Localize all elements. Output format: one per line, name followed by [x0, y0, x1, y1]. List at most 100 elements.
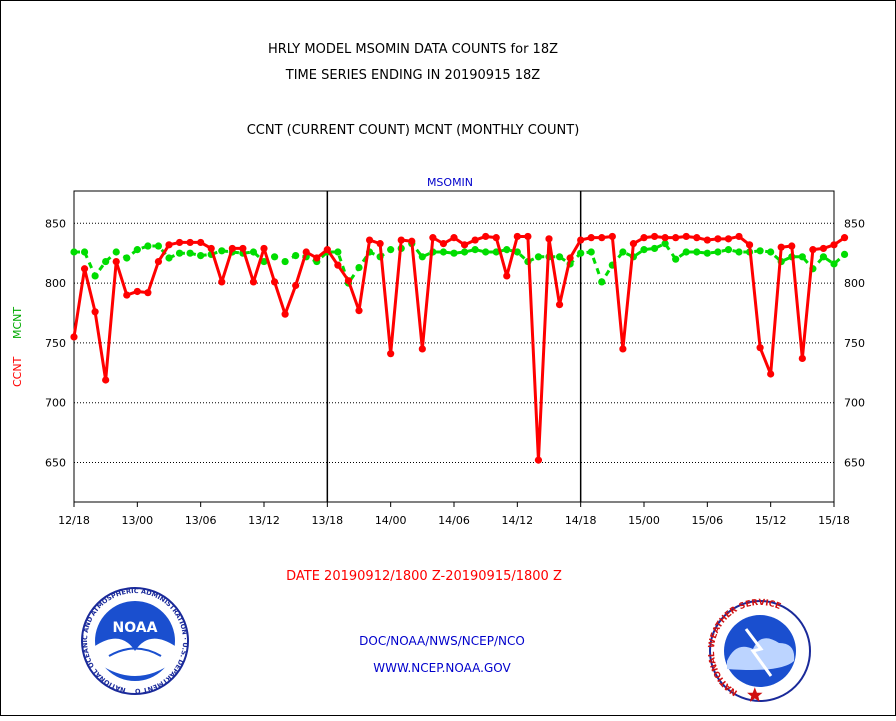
point-mcnt-25 [334, 248, 342, 256]
point-mcnt-57 [672, 255, 680, 263]
point-ccnt-58 [682, 232, 690, 241]
nws-logo: NATIONAL WEATHER SERVICE [707, 598, 811, 702]
point-mcnt-5 [123, 254, 131, 262]
ylabel-mcnt: MCNT [11, 307, 24, 339]
point-ccnt-45 [545, 235, 553, 243]
axis-layer: 650 650 700 700 750 750 800 800 850 850 12/18 13/00… [45, 190, 865, 527]
ylabel-ccnt: CCNT [11, 356, 24, 387]
point-mcnt-42 [513, 248, 521, 256]
point-ccnt-71 [819, 244, 828, 253]
x-tick-label-13-18: 13/18 [311, 514, 343, 527]
point-mcnt-35 [439, 248, 448, 256]
point-ccnt-64 [745, 241, 754, 249]
point-ccnt-35 [439, 240, 448, 248]
x-tick-label-15-00: 15/00 [628, 514, 660, 527]
station-label: MSOMIN [427, 176, 473, 189]
url-label: WWW.NCEP.NOAA.GOV [373, 661, 511, 675]
chart-title-line1: HRLY MODEL MSOMIN DATA COUNTS for 18Z [268, 42, 558, 57]
point-mcnt-6 [133, 246, 141, 254]
point-ccnt-24 [323, 246, 331, 254]
point-mcnt-72 [830, 260, 838, 268]
point-ccnt-13 [207, 244, 215, 253]
point-ccnt-17 [249, 278, 258, 286]
point-ccnt-33 [418, 345, 426, 353]
point-ccnt-28 [365, 236, 374, 244]
point-mcnt-2 [91, 272, 99, 280]
point-mcnt-49 [587, 248, 595, 256]
point-ccnt-61 [714, 235, 722, 243]
point-ccnt-31 [397, 236, 405, 244]
point-ccnt-9 [165, 241, 173, 249]
point-ccnt-73 [840, 234, 849, 242]
point-mcnt-0 [70, 248, 78, 256]
point-mcnt-40 [492, 248, 500, 256]
y-tick-label-right-750: 750 [844, 337, 865, 350]
point-mcnt-61 [714, 248, 722, 256]
point-ccnt-12 [197, 238, 205, 247]
point-ccnt-52 [619, 345, 627, 353]
point-ccnt-41 [503, 272, 511, 280]
point-ccnt-15 [228, 244, 236, 253]
noaa-ring-text: NATIONAL OCEANIC AND ATMOSPHERIC ADMINIS… [1, 1, 189, 695]
point-mcnt-10 [175, 249, 184, 257]
point-mcnt-33 [418, 253, 426, 261]
y-tick-label-left-800: 800 [45, 277, 66, 290]
point-mcnt-18 [260, 257, 268, 266]
point-ccnt-11 [186, 238, 194, 247]
point-ccnt-46 [555, 301, 564, 309]
y-axis-left-labels: CCNT MCNT [11, 307, 24, 387]
point-ccnt-27 [355, 307, 363, 315]
point-mcnt-71 [819, 253, 828, 261]
y-tick-label-right-850: 850 [844, 217, 865, 230]
point-ccnt-7 [144, 289, 152, 297]
point-ccnt-25 [334, 261, 342, 269]
x-tick-label-14-00: 14/00 [375, 514, 407, 527]
x-tick-label-15-12: 15/12 [755, 514, 787, 527]
point-ccnt-0 [70, 333, 78, 341]
x-tick-label-14-18: 14/18 [565, 514, 597, 527]
point-mcnt-38 [471, 246, 479, 254]
point-ccnt-42 [513, 232, 521, 241]
point-mcnt-4 [112, 248, 120, 256]
point-mcnt-56 [661, 240, 669, 248]
point-ccnt-5 [123, 291, 131, 299]
point-mcnt-50 [598, 278, 606, 286]
point-ccnt-8 [154, 257, 163, 266]
point-ccnt-70 [809, 246, 817, 254]
series-layer [70, 232, 849, 464]
point-mcnt-37 [460, 248, 469, 256]
point-mcnt-20 [281, 257, 289, 266]
point-ccnt-63 [735, 232, 743, 241]
y-tick-label-left-750: 750 [45, 337, 66, 350]
point-mcnt-39 [482, 248, 490, 256]
point-mcnt-69 [798, 253, 806, 261]
point-ccnt-21 [292, 281, 300, 290]
x-tick-label-14-12: 14/12 [501, 514, 533, 527]
noaa-logo: NATIONAL OCEANIC AND ATMOSPHERIC ADMINIS… [0, 0, 189, 695]
point-mcnt-59 [693, 248, 701, 256]
point-mcnt-17 [249, 248, 258, 256]
point-ccnt-48 [577, 236, 585, 244]
point-mcnt-14 [218, 247, 226, 255]
noaa-logo-text: NOAA [113, 620, 158, 636]
point-mcnt-21 [292, 251, 300, 260]
point-ccnt-47 [566, 254, 574, 262]
point-ccnt-39 [482, 232, 490, 241]
point-ccnt-38 [471, 236, 479, 244]
point-ccnt-32 [408, 237, 416, 245]
point-mcnt-66 [767, 248, 775, 256]
grid-layer [74, 222, 834, 464]
point-ccnt-43 [524, 232, 532, 241]
point-ccnt-55 [650, 232, 659, 241]
point-mcnt-44 [534, 253, 543, 261]
point-mcnt-73 [840, 250, 849, 258]
point-ccnt-59 [693, 234, 701, 242]
x-tick-label-13-06: 13/06 [185, 514, 217, 527]
point-mcnt-54 [640, 246, 648, 254]
y-tick-label-left-650: 650 [45, 457, 66, 470]
point-ccnt-44 [534, 456, 543, 464]
point-mcnt-30 [387, 246, 395, 254]
point-mcnt-63 [735, 248, 743, 256]
chart-subtitle: CCNT (CURRENT COUNT) MCNT (MONTHLY COUNT… [247, 123, 580, 138]
point-mcnt-1 [80, 248, 89, 256]
